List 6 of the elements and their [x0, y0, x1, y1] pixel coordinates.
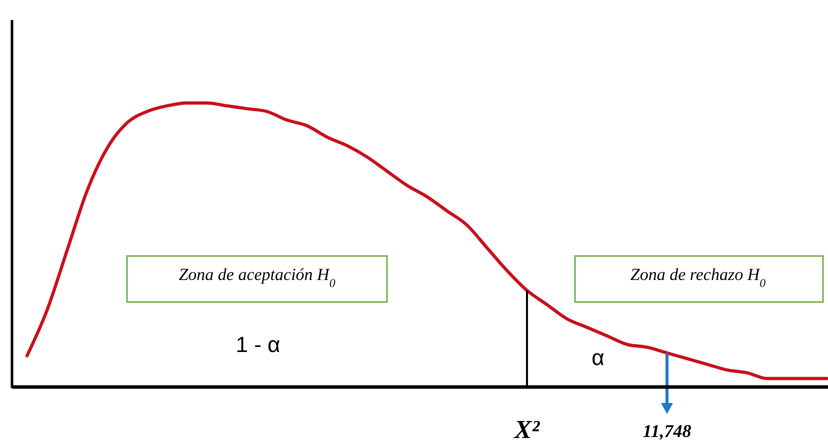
x-tick-label: X² [513, 415, 541, 444]
annotation: α [592, 345, 605, 370]
annotation: Zona de rechazo H$_{0}$ [630, 265, 766, 290]
x-tick-label: 11,748 [642, 421, 692, 441]
annotation: Zona de aceptación H$_{0}$ [178, 265, 336, 290]
annotation: 1 - α [236, 332, 281, 357]
